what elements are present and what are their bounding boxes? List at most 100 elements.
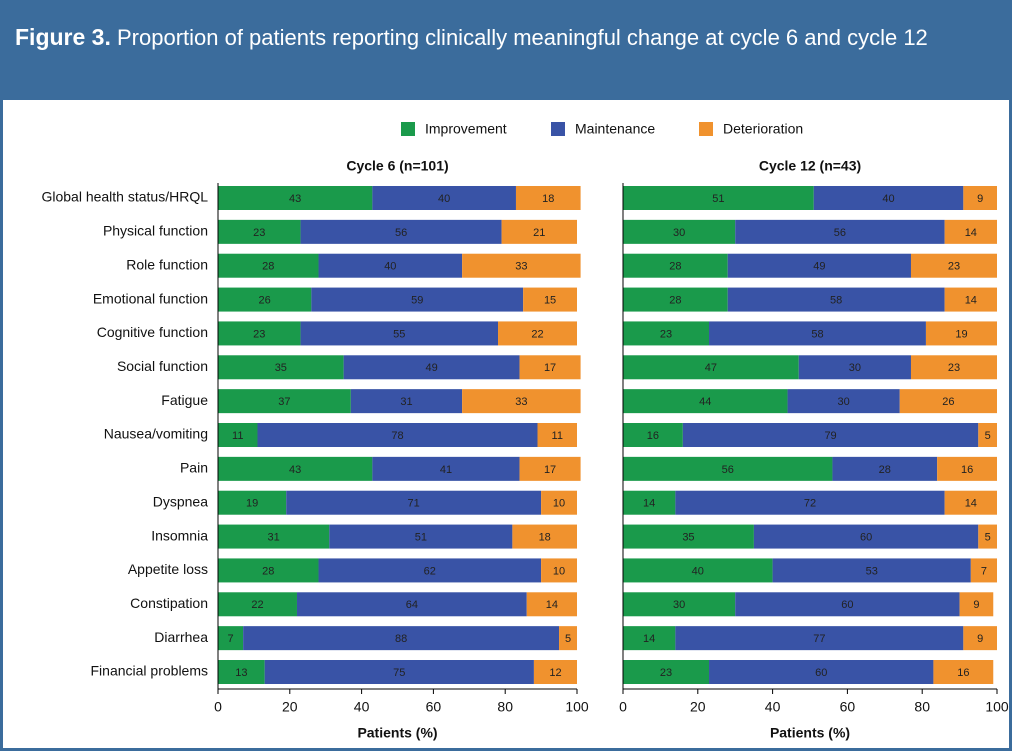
value-label: 21 xyxy=(533,227,545,239)
bar-segment xyxy=(537,423,577,447)
value-label: 16 xyxy=(961,464,973,476)
category-label: Role function xyxy=(126,256,208,272)
category-label: Appetite loss xyxy=(128,561,208,577)
title-banner: Figure 3. Proportion of patients reporti… xyxy=(3,3,1009,100)
x-tick-label: 80 xyxy=(914,699,930,715)
value-label: 11 xyxy=(552,430,563,442)
bar-segment xyxy=(623,456,833,481)
value-label: 43 xyxy=(289,464,301,476)
x-tick-label: 40 xyxy=(765,699,781,715)
x-tick-label: 0 xyxy=(619,699,627,715)
bar-segment xyxy=(727,253,911,278)
bar-segment xyxy=(243,626,560,651)
value-label: 7 xyxy=(981,565,987,577)
bar-segment xyxy=(296,592,527,617)
bar-segment xyxy=(218,423,258,447)
bar-segment xyxy=(623,253,728,278)
value-label: 51 xyxy=(712,193,724,205)
value-label: 19 xyxy=(955,328,967,340)
bar-segment xyxy=(675,626,964,651)
bar-segment xyxy=(350,389,463,414)
value-label: 14 xyxy=(965,498,977,510)
value-label: 79 xyxy=(824,430,836,442)
bar-segment xyxy=(218,389,351,414)
value-label: 23 xyxy=(253,227,265,239)
value-label: 10 xyxy=(553,565,565,577)
bar-segment xyxy=(286,490,542,515)
bar-segment xyxy=(933,660,994,684)
value-label: 37 xyxy=(278,396,290,408)
value-label: 5 xyxy=(985,531,991,543)
value-label: 88 xyxy=(395,633,407,645)
chart: Improvement Maintenance Deterioration Globa… xyxy=(41,121,1009,741)
value-label: 72 xyxy=(804,498,816,510)
bar-segment xyxy=(559,626,577,651)
x-tick-label: 100 xyxy=(565,699,589,715)
value-label: 22 xyxy=(531,328,543,340)
bar-segment xyxy=(343,355,520,380)
bar-segment xyxy=(541,558,577,583)
bar-segment xyxy=(218,321,301,346)
bar-segment xyxy=(218,253,319,278)
bar-segment xyxy=(541,490,577,515)
value-label: 28 xyxy=(669,261,681,273)
bar-segment xyxy=(709,321,926,346)
value-label: 53 xyxy=(866,565,878,577)
value-label: 17 xyxy=(544,464,556,476)
value-label: 35 xyxy=(682,531,694,543)
bar-segment xyxy=(311,287,524,312)
bar-segment xyxy=(623,219,736,244)
value-label: 30 xyxy=(849,362,861,374)
value-label: 30 xyxy=(673,599,685,611)
bar-segment xyxy=(218,490,287,515)
bar-segment xyxy=(735,219,945,244)
x-tick-label: 100 xyxy=(985,699,1009,715)
bar-segment xyxy=(832,456,938,481)
value-label: 30 xyxy=(673,227,685,239)
bar-segment xyxy=(264,660,534,684)
value-label: 15 xyxy=(544,294,556,306)
value-label: 43 xyxy=(289,193,301,205)
bar-segment xyxy=(300,219,502,244)
value-label: 58 xyxy=(830,294,842,306)
bar-segment xyxy=(623,287,728,312)
bar-segment xyxy=(372,186,516,210)
value-label: 51 xyxy=(415,531,427,543)
bar-segment xyxy=(533,660,577,684)
bar-segment xyxy=(218,558,319,583)
value-label: 28 xyxy=(262,261,274,273)
x-tick-label: 60 xyxy=(426,699,442,715)
value-label: 58 xyxy=(811,328,823,340)
bar-segment xyxy=(798,355,911,380)
bar-segment xyxy=(682,423,979,447)
value-label: 14 xyxy=(546,599,558,611)
bar-segment xyxy=(623,423,683,447)
value-label: 18 xyxy=(539,531,551,543)
category-label: Pain xyxy=(180,460,208,476)
bar-segment xyxy=(937,456,997,481)
bar-segment xyxy=(218,287,312,312)
bar-segment xyxy=(501,219,577,244)
bar-segment xyxy=(623,321,710,346)
bar-segment xyxy=(300,321,499,346)
value-label: 23 xyxy=(253,328,265,340)
value-label: 78 xyxy=(391,430,403,442)
legend-swatch xyxy=(551,122,565,136)
x-tick-label: 60 xyxy=(840,699,856,715)
bar-segment xyxy=(218,626,244,651)
value-label: 18 xyxy=(542,193,554,205)
bar-segment xyxy=(735,592,960,617)
category-label: Social function xyxy=(117,358,208,374)
bar-segment xyxy=(944,490,997,515)
bar-segment xyxy=(372,456,520,481)
value-label: 56 xyxy=(395,227,407,239)
value-label: 71 xyxy=(408,498,420,510)
bar-segment xyxy=(623,626,676,651)
category-label: Constipation xyxy=(130,595,208,611)
figure-title: Proportion of patients reporting clinica… xyxy=(116,25,928,50)
value-label: 9 xyxy=(973,599,979,611)
value-label: 9 xyxy=(977,633,983,645)
legend-swatch xyxy=(699,122,713,136)
bar-segment xyxy=(512,524,577,549)
